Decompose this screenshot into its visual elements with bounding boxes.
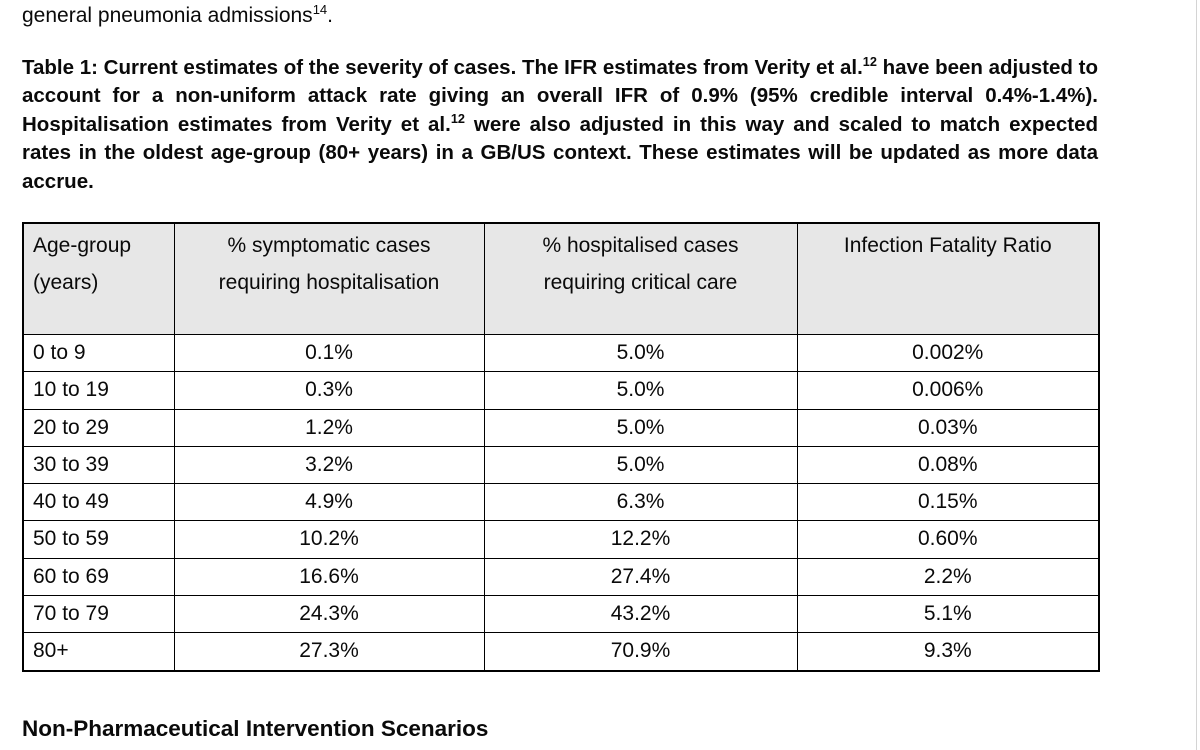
cell-age-group: 40 to 49 [22,483,175,522]
cell-age-group: 50 to 59 [22,520,175,559]
table-row: 50 to 59 10.2% 12.2% 0.60% [22,520,1100,559]
page-edge-line [1196,0,1197,750]
cell-critical-care: 6.3% [483,483,798,522]
cell-hospitalisation: 0.3% [173,371,485,410]
cell-hospitalisation: 16.6% [173,557,485,597]
caption-text: were also adjusted in this way and scale… [22,112,1098,193]
cell-critical-care: 5.0% [483,333,798,373]
cell-age-group: 10 to 19 [22,371,175,410]
cell-critical-care: 12.2% [483,520,798,559]
caption-text: have been adjusted to account for a non-… [22,56,1098,136]
cell-age-group: 30 to 39 [22,445,175,485]
cell-ifr: 0.15% [796,483,1100,522]
cell-age-group: 60 to 69 [22,557,175,597]
table-row: 40 to 49 4.9% 6.3% 0.15% [22,483,1100,522]
cell-age-group: 0 to 9 [22,333,175,373]
body-text-line: general pneumonia admissions14. [22,2,334,28]
header-infection-fatality-ratio: Infection Fatality Ratio [796,222,1100,335]
cell-critical-care: 43.2% [483,595,798,634]
table-row: 30 to 39 3.2% 5.0% 0.08% [22,445,1100,485]
cell-ifr: 0.006% [796,371,1100,410]
cell-hospitalisation: 3.2% [173,445,485,485]
cell-critical-care: 5.0% [483,408,798,447]
caption-text: Table 1: Current estimates of the severi… [22,56,863,79]
table-row: 20 to 29 1.2% 5.0% 0.03% [22,408,1100,447]
table-row: 70 to 79 24.3% 43.2% 5.1% [22,595,1100,634]
body-text: general pneumonia admissions [22,4,313,27]
table-row: 10 to 19 0.3% 5.0% 0.006% [22,371,1100,410]
cell-age-group: 20 to 29 [22,408,175,447]
cell-age-group: 80+ [22,632,175,672]
cell-ifr: 0.60% [796,520,1100,559]
cell-hospitalisation: 24.3% [173,595,485,634]
cell-age-group: 70 to 79 [22,595,175,634]
table-row: 80+ 27.3% 70.9% 9.3% [22,632,1100,672]
cell-ifr: 9.3% [796,632,1100,672]
cell-hospitalisation: 0.1% [173,333,485,373]
table-header-row: Age-group (years) % symptomatic cases re… [22,222,1100,335]
cell-hospitalisation: 4.9% [173,483,485,522]
severity-estimates-table: Age-group (years) % symptomatic cases re… [22,222,1100,672]
cell-hospitalisation: 10.2% [173,520,485,559]
table-row: 60 to 69 16.6% 27.4% 2.2% [22,557,1100,597]
header-hospitalised-critical-care: % hospitalised cases requiring critical … [483,222,798,335]
reference-superscript: 12 [862,54,877,70]
cell-hospitalisation: 1.2% [173,408,485,447]
cell-ifr: 2.2% [796,557,1100,597]
cell-hospitalisation: 27.3% [173,632,485,672]
cell-critical-care: 5.0% [483,445,798,485]
header-age-group: Age-group (years) [22,222,175,335]
cell-critical-care: 27.4% [483,557,798,597]
body-text-period: . [327,4,334,27]
reference-superscript: 12 [450,110,465,126]
table-caption: Table 1: Current estimates of the severi… [22,54,1098,196]
cell-ifr: 0.08% [796,445,1100,485]
cell-ifr: 0.03% [796,408,1100,447]
cell-ifr: 5.1% [796,595,1100,634]
reference-superscript: 14 [312,2,328,17]
table-row: 0 to 9 0.1% 5.0% 0.002% [22,333,1100,373]
cell-critical-care: 70.9% [483,632,798,672]
section-heading: Non-Pharmaceutical Intervention Scenario… [22,716,489,741]
cell-ifr: 0.002% [796,333,1100,373]
header-symptomatic-hospitalisation: % symptomatic cases requiring hospitalis… [173,222,485,335]
cell-critical-care: 5.0% [483,371,798,410]
